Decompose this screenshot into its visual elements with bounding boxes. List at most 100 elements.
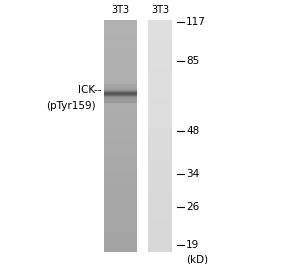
Bar — [104, 86, 136, 87]
Bar — [148, 38, 172, 39]
Bar — [104, 87, 136, 88]
Bar — [104, 217, 136, 218]
Bar — [148, 145, 172, 146]
Bar — [148, 109, 172, 110]
Bar — [104, 83, 136, 84]
Bar — [104, 49, 136, 50]
Bar — [148, 218, 172, 219]
Bar — [104, 37, 136, 38]
Bar — [104, 222, 136, 223]
Bar — [148, 192, 172, 193]
Bar — [148, 24, 172, 25]
Bar — [104, 210, 136, 211]
Bar — [104, 179, 136, 180]
Bar — [148, 215, 172, 216]
Bar — [148, 40, 172, 41]
Bar — [104, 204, 136, 205]
Bar — [104, 140, 136, 141]
Bar — [148, 244, 172, 245]
Bar — [148, 224, 172, 225]
Bar — [148, 111, 172, 112]
Text: (kD): (kD) — [186, 255, 208, 264]
Bar — [148, 167, 172, 168]
Bar — [148, 53, 172, 54]
Bar — [148, 201, 172, 202]
Bar — [104, 199, 136, 200]
Bar — [104, 186, 136, 187]
Bar — [148, 103, 172, 104]
Bar — [148, 107, 172, 108]
Bar — [104, 251, 136, 252]
Bar — [148, 213, 172, 214]
Bar — [148, 124, 172, 125]
Bar — [148, 41, 172, 42]
Bar — [148, 26, 172, 27]
Bar — [104, 91, 136, 92]
Bar — [148, 151, 172, 152]
Bar — [104, 56, 136, 57]
Bar — [104, 25, 136, 26]
Bar — [104, 148, 136, 149]
Bar — [148, 39, 172, 40]
Bar — [148, 74, 172, 75]
Bar — [104, 61, 136, 62]
Bar — [148, 70, 172, 71]
Bar — [104, 247, 136, 248]
Bar — [148, 237, 172, 238]
Bar — [148, 174, 172, 175]
Bar — [104, 55, 136, 56]
Bar — [148, 147, 172, 148]
Bar — [148, 137, 172, 138]
Bar — [104, 102, 136, 103]
Bar — [104, 54, 136, 55]
Bar — [104, 65, 136, 66]
Bar — [104, 126, 136, 127]
Bar — [104, 66, 136, 67]
Bar — [148, 217, 172, 218]
Bar — [104, 205, 136, 206]
Bar — [104, 159, 136, 160]
Bar — [104, 64, 136, 65]
Bar — [148, 194, 172, 195]
Bar — [148, 93, 172, 94]
Bar — [148, 117, 172, 118]
Bar — [148, 125, 172, 126]
Bar — [148, 132, 172, 133]
Bar — [104, 94, 136, 95]
Bar — [148, 171, 172, 172]
Bar — [104, 183, 136, 184]
Bar — [104, 225, 136, 226]
Bar — [104, 143, 136, 144]
Bar — [148, 45, 172, 46]
Bar — [148, 169, 172, 170]
Bar — [148, 80, 172, 81]
Bar — [104, 40, 136, 41]
Bar — [104, 220, 136, 221]
Bar — [148, 34, 172, 35]
Bar — [148, 250, 172, 251]
Text: (pTyr159): (pTyr159) — [47, 101, 96, 111]
Bar — [104, 212, 136, 213]
Bar — [104, 103, 136, 104]
Bar — [104, 244, 136, 245]
Bar — [104, 80, 136, 81]
Bar — [148, 188, 172, 189]
Bar — [148, 27, 172, 28]
Bar — [148, 94, 172, 95]
Bar — [148, 144, 172, 145]
Bar — [104, 22, 136, 23]
Bar — [104, 98, 136, 99]
Bar — [148, 240, 172, 241]
Bar — [148, 158, 172, 159]
Bar — [148, 204, 172, 205]
Bar — [148, 153, 172, 154]
Bar — [104, 113, 136, 114]
Bar — [104, 73, 136, 74]
Bar — [104, 164, 136, 165]
Bar — [148, 61, 172, 62]
Bar — [104, 63, 136, 64]
Bar — [104, 134, 136, 135]
Bar — [104, 224, 136, 225]
Bar — [148, 51, 172, 52]
Bar — [148, 129, 172, 130]
